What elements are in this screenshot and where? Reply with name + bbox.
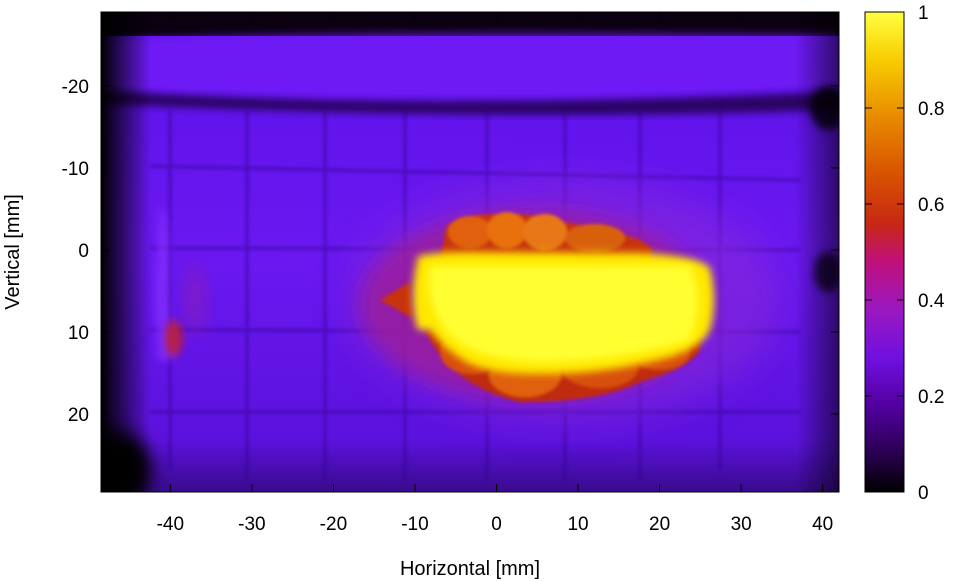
colorbar-tick-label: 0.2 (918, 387, 944, 408)
colorbar-axis: 0 0.2 0.4 0.6 0.8 1 (865, 3, 945, 504)
x-tick-label: 10 (567, 514, 588, 535)
colorbar-tick-label: 0 (918, 483, 929, 504)
heatmap-image (101, 12, 839, 492)
x-tick-label: -40 (157, 514, 184, 535)
x-axis-title: Horizontal [mm] (400, 558, 540, 580)
colorbar-tick-label: 1 (918, 3, 929, 24)
x-tick-label: 40 (812, 514, 833, 535)
y-tick-label: -10 (62, 159, 89, 180)
x-tick-label: 0 (491, 514, 502, 535)
y-axis-title: Vertical [mm] (2, 194, 24, 310)
y-tick-label: 20 (68, 405, 89, 426)
colorbar-tick-label: 0.8 (918, 99, 944, 120)
colorbar-tick-label: 0.6 (918, 195, 944, 216)
y-tick-label: -20 (62, 77, 89, 98)
x-tick-label: -10 (401, 514, 428, 535)
x-tick-label: -30 (238, 514, 265, 535)
y-tick-label: 10 (68, 323, 89, 344)
x-axis: -40 -30 -20 -10 0 10 20 30 40 (157, 12, 833, 535)
y-axis: -20 -10 0 10 20 (62, 77, 839, 426)
colorbar-tick-label: 0.4 (918, 291, 945, 312)
colorbar (864, 11, 905, 493)
x-tick-label: -20 (320, 514, 347, 535)
y-tick-label: 0 (78, 241, 89, 262)
plot-frame (100, 11, 840, 493)
x-tick-label: 30 (731, 514, 752, 535)
x-tick-label: 20 (649, 514, 670, 535)
